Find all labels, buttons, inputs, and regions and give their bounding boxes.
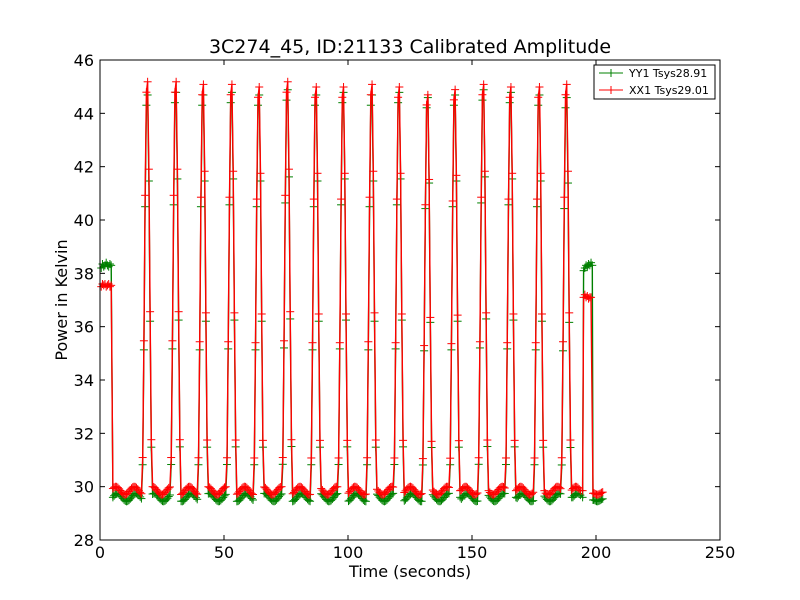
y-axis-label: Power in Kelvin bbox=[52, 239, 71, 360]
y-tick-label: 32 bbox=[74, 424, 94, 443]
y-tick-label: 34 bbox=[74, 371, 94, 390]
x-tick-label: 150 bbox=[457, 543, 488, 562]
y-tick-label: 30 bbox=[74, 478, 94, 497]
ticks-layer: 0 50 100 150 200 250 28 30 32 34 36 38 40 42 44 46 bbox=[74, 51, 736, 562]
legend-label-yy1: YY1 Tsys28.91 bbox=[628, 67, 707, 80]
x-axis-label: Time (seconds) bbox=[348, 562, 471, 581]
legend-box bbox=[593, 64, 716, 100]
series-markers-1 bbox=[97, 77, 607, 499]
y-tick-label: 44 bbox=[74, 104, 94, 123]
chart-title: 3C274_45, ID:21133 Calibrated Amplitude bbox=[209, 36, 611, 58]
y-tick-label: 38 bbox=[74, 264, 94, 283]
plot-frame bbox=[99, 59, 721, 541]
x-tick-label: 200 bbox=[581, 543, 612, 562]
legend: YY1 Tsys28.91 XX1 Tsys29.01 bbox=[593, 64, 716, 100]
y-tick-label: 46 bbox=[74, 51, 94, 70]
x-tick-label: 50 bbox=[214, 543, 234, 562]
y-tick-label: 36 bbox=[74, 318, 94, 337]
x-tick-label: 250 bbox=[705, 543, 736, 562]
y-tick-label: 40 bbox=[74, 211, 94, 230]
x-tick-label: 0 bbox=[95, 543, 105, 562]
x-tick-label: 100 bbox=[333, 543, 364, 562]
y-tick-label: 28 bbox=[74, 531, 94, 550]
series-layer bbox=[97, 77, 607, 506]
y-tick-label: 42 bbox=[74, 158, 94, 177]
legend-label-xx1: XX1 Tsys29.01 bbox=[629, 84, 709, 97]
